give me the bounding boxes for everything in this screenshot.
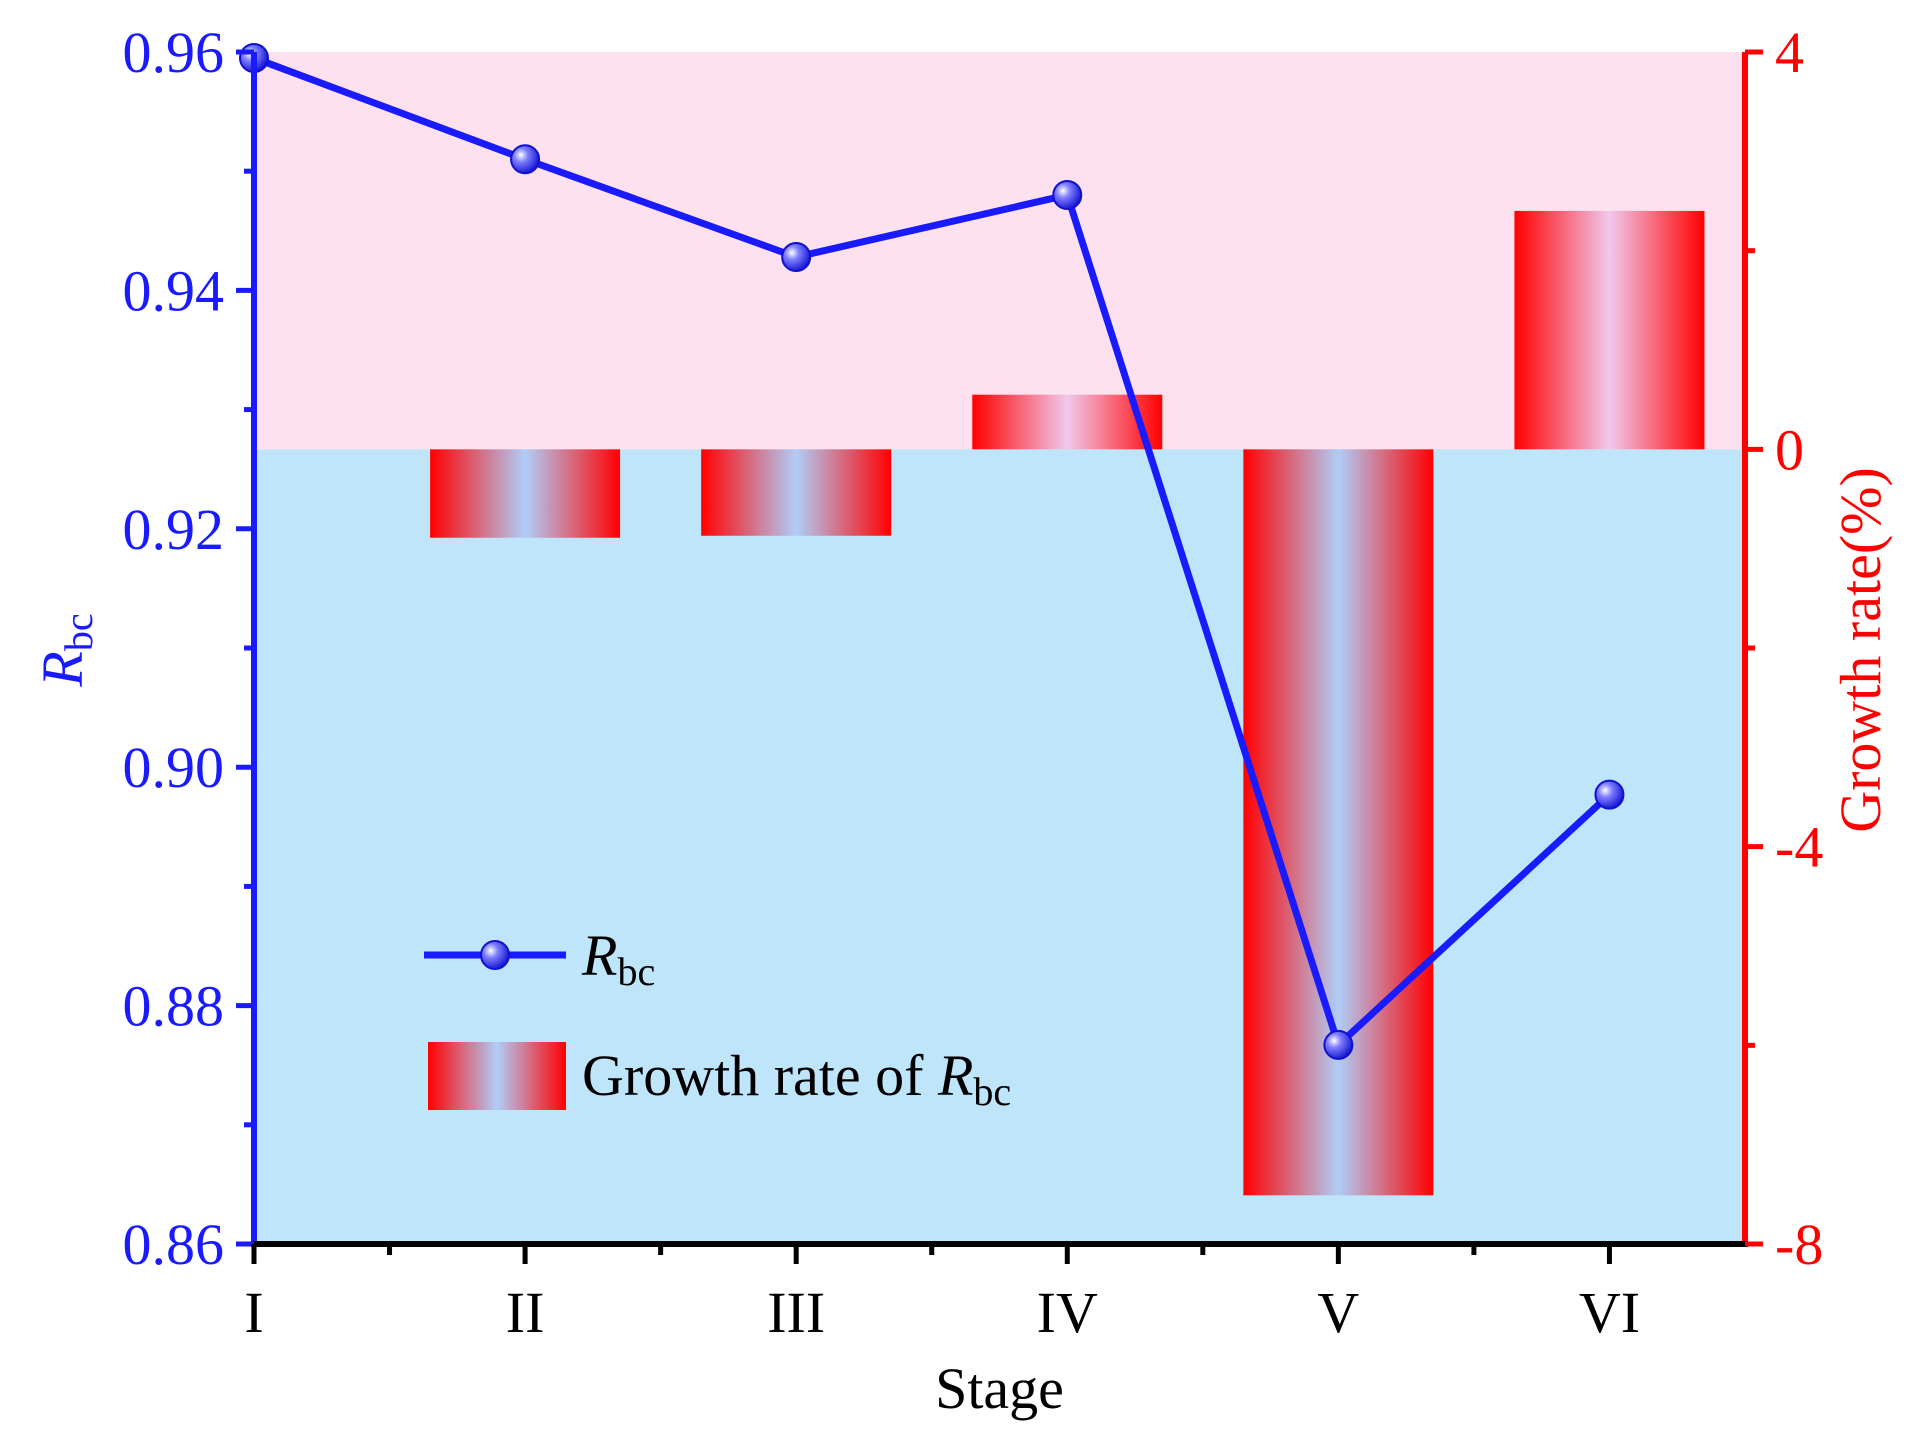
rbc-point-II bbox=[510, 144, 541, 175]
background-negative-region bbox=[254, 449, 1745, 1244]
x-tick-label-II: II bbox=[506, 1280, 545, 1345]
right-axis-title: Growth rate(%) bbox=[1828, 467, 1893, 833]
growth-bar-VI bbox=[1514, 210, 1705, 450]
left-axis-title: Rbc bbox=[30, 613, 101, 687]
x-tick-label-III: III bbox=[767, 1280, 825, 1345]
left-tick-label: 0.92 bbox=[123, 497, 225, 562]
right-tick-label: -8 bbox=[1775, 1212, 1823, 1277]
left-tick-label: 0.96 bbox=[123, 20, 225, 85]
legend-line-marker bbox=[480, 940, 510, 970]
left-tick-label: 0.86 bbox=[123, 1212, 225, 1277]
left-tick-label: 0.88 bbox=[123, 974, 225, 1039]
rbc-line bbox=[252, 54, 1612, 1052]
x-tick-label-V: V bbox=[1317, 1280, 1359, 1345]
right-tick-label: 0 bbox=[1775, 417, 1804, 482]
rbc-point-VI bbox=[1594, 779, 1625, 810]
rbc-point-IV bbox=[1052, 180, 1083, 211]
growth-bar-III bbox=[701, 449, 892, 536]
legend-label-line: Rbc bbox=[581, 923, 655, 994]
right-tick-label: 4 bbox=[1775, 20, 1804, 85]
left-axis-title-main: R bbox=[30, 651, 95, 687]
rbc-point-III bbox=[781, 242, 812, 273]
growth-bar-II bbox=[430, 449, 621, 538]
background-positive-region bbox=[254, 52, 1745, 450]
rbc-point-V bbox=[1323, 1029, 1354, 1060]
x-tick-label-VI: VI bbox=[1579, 1280, 1640, 1345]
legend-bar-sample bbox=[428, 1042, 566, 1110]
left-tick-label: 0.94 bbox=[123, 258, 225, 323]
right-tick-label: -4 bbox=[1775, 815, 1823, 880]
x-axis-title: Stage bbox=[935, 1356, 1064, 1421]
left-tick-label: 0.90 bbox=[123, 735, 225, 800]
x-tick-label-I: I bbox=[244, 1280, 263, 1345]
legend-label-bar: Growth rate of Rbc bbox=[582, 1043, 1011, 1114]
left-axis-title-sub: bc bbox=[56, 613, 101, 651]
x-tick-label-IV: IV bbox=[1037, 1280, 1098, 1345]
growth-bar-V bbox=[1243, 449, 1434, 1196]
